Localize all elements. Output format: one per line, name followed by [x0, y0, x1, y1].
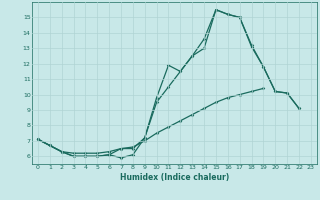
X-axis label: Humidex (Indice chaleur): Humidex (Indice chaleur) — [120, 173, 229, 182]
